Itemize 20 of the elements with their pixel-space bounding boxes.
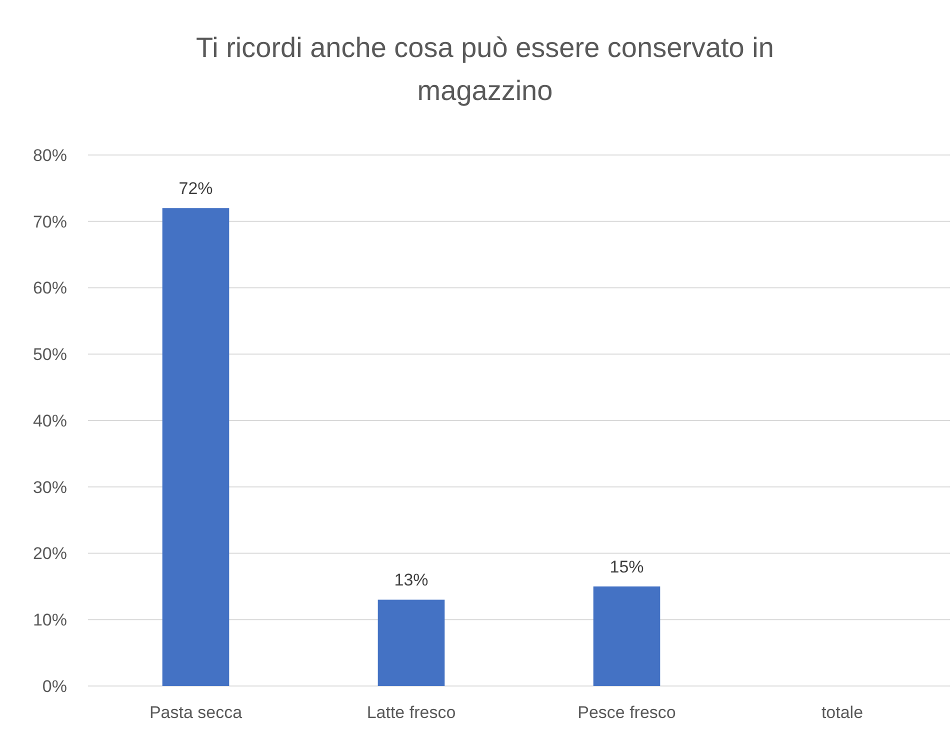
y-tick-label: 50% (32, 345, 67, 364)
bar (162, 208, 230, 686)
y-tick-label: 30% (32, 478, 67, 497)
y-tick-label: 60% (32, 278, 67, 298)
data-label: 72% (178, 179, 213, 198)
y-tick-label: 40% (32, 411, 67, 430)
y-tick-label: 80% (32, 146, 67, 165)
data-label: 15% (610, 557, 644, 576)
y-tick-label: 10% (32, 610, 67, 630)
x-tick-label: Latte fresco (366, 703, 456, 722)
bar (593, 586, 660, 686)
chart-title: Ti ricordi anche cosa può essere conservato in magazzino (196, 32, 774, 106)
x-tick-label: Pasta secca (149, 703, 243, 722)
y-tick-label: 70% (32, 212, 67, 232)
y-tick-label: 20% (32, 544, 67, 564)
y-tick-label: 0% (42, 676, 67, 696)
bar (378, 600, 445, 686)
x-tick-label: totale (821, 703, 864, 722)
x-tick-label: Pesce fresco (578, 703, 676, 722)
data-label: 13% (394, 570, 428, 590)
